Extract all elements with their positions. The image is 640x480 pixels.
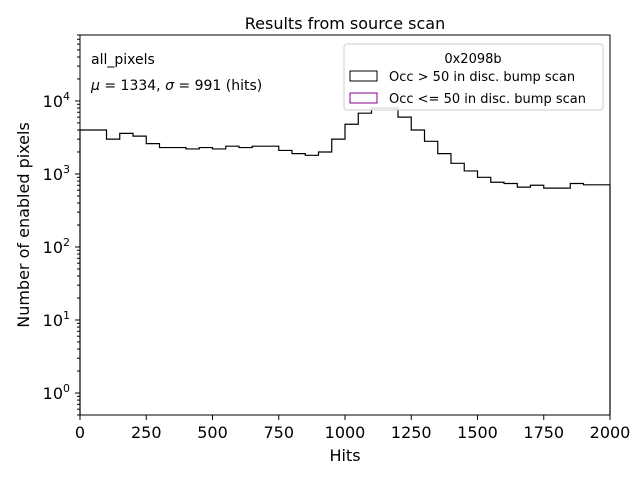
y-tick-exponent: 0 [63, 382, 70, 395]
y-tick-label: 103 [43, 163, 70, 184]
legend-swatch-occ-gt-50 [349, 70, 378, 82]
x-axis-label: Hits [329, 446, 360, 465]
y-tick-base: 10 [43, 92, 63, 111]
y-tick-label: 102 [43, 236, 70, 257]
legend: 0x2098b Occ > 50 in disc. bump scan Occ … [343, 43, 604, 111]
y-tick-exponent: 2 [63, 236, 70, 249]
x-tick-label: 500 [197, 423, 228, 442]
x-tick-label: 250 [131, 423, 162, 442]
x-tick-label: 0 [75, 423, 85, 442]
legend-label-occ-le-50: Occ <= 50 in disc. bump scan [389, 92, 586, 107]
x-tick-label: 2000 [590, 423, 631, 442]
x-tick-label: 1250 [391, 423, 432, 442]
y-tick-exponent: 1 [63, 309, 70, 322]
plot-area: 0 250 500 750 1000 1250 1500 1750 2000 100101102… [43, 34, 630, 442]
x-axis-ticks: 0 250 500 750 1000 1250 1500 1750 2000 [75, 415, 630, 442]
x-tick-label: 1000 [325, 423, 366, 442]
y-tick-base: 10 [43, 165, 63, 184]
histogram-series-layer [79, 107, 611, 415]
mu-value: = 1334, [100, 78, 165, 94]
y-tick-exponent: 4 [63, 90, 70, 103]
annotation-stats: μ = 1334, σ = 991 (hits) [90, 78, 262, 94]
sigma-value: = 991 (hits) [174, 78, 262, 94]
legend-label-occ-gt-50: Occ > 50 in disc. bump scan [389, 70, 575, 85]
x-tick-label: 1750 [523, 423, 564, 442]
legend-frame [343, 43, 604, 111]
chart-title: Results from source scan [245, 14, 445, 33]
legend-swatch-occ-le-50 [349, 92, 378, 104]
sigma-symbol: σ [165, 78, 175, 94]
x-tick-label: 750 [263, 423, 294, 442]
y-tick-label: 101 [43, 309, 70, 330]
annotation-dataset-name: all_pixels [91, 52, 155, 68]
stats-annotation: all_pixels μ = 1334, σ = 991 (hits) [90, 52, 262, 94]
legend-title: 0x2098b [444, 52, 501, 67]
y-tick-base: 10 [43, 311, 63, 330]
y-tick-base: 10 [43, 384, 63, 403]
y-tick-label: 104 [43, 90, 70, 111]
histogram-series-0 [79, 107, 611, 415]
mu-symbol: μ [90, 78, 100, 94]
y-tick-exponent: 3 [63, 163, 70, 176]
y-axis-label: Number of enabled pixels [14, 122, 33, 328]
y-tick-label: 100 [43, 382, 70, 403]
y-tick-base: 10 [43, 238, 63, 257]
x-tick-label: 1500 [457, 423, 498, 442]
